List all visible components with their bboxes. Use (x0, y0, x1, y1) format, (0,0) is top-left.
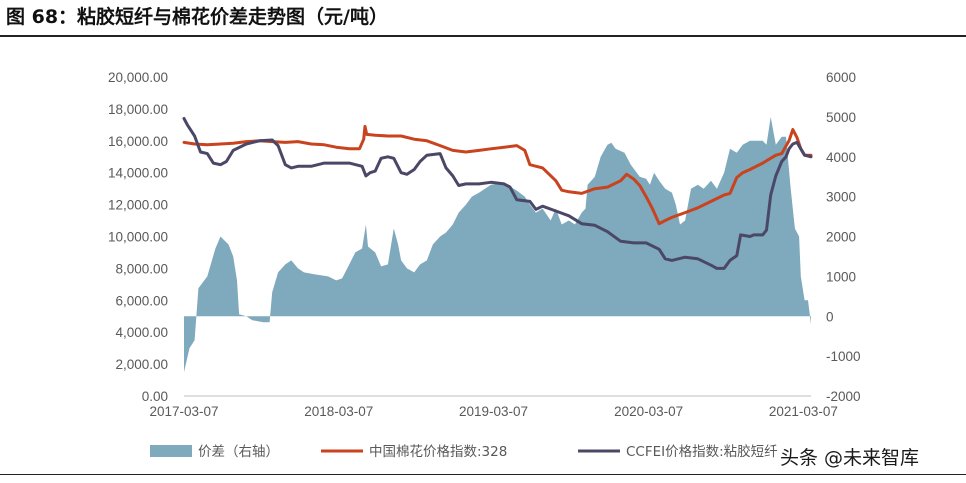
x-tick-label: 2019-03-07 (459, 404, 528, 419)
bottom-rule (0, 474, 966, 475)
legend: 价差（右轴） 中国棉花价格指数:328 CCFEI价格指数:粘胶短纤 (150, 443, 778, 460)
axis-layer: 0.00 2,000.00 4,000.00 6,000.00 8,000.00 10,0… (108, 70, 861, 419)
line-layer (182, 117, 813, 270)
legend-label: 价差（右轴） (198, 444, 279, 460)
y-right-tick-label: 1000 (826, 269, 856, 284)
y-left-tick-label: 20,000.00 (108, 70, 168, 85)
figure-title: 图 68：粘胶短纤与棉花价差走势图（元/吨） (6, 6, 388, 28)
y-left-tick-label: 12,000.00 (108, 198, 168, 213)
title-rule (0, 35, 966, 37)
y-left-tick-label: 8,000.00 (115, 261, 168, 276)
y-left-tick-label: 6,000.00 (115, 293, 168, 308)
area-layer (184, 116, 811, 373)
legend-label: 中国棉花价格指数:328 (369, 444, 507, 460)
series-1-line (182, 124, 813, 226)
y-left-tick-label: 14,000.00 (108, 166, 168, 181)
y-left-tick-label: 18,000.00 (108, 102, 168, 117)
y-left-tick-label: 16,000.00 (108, 134, 168, 149)
y-right-tick-label: 6000 (826, 70, 856, 85)
y-right-tick-label: 4000 (826, 150, 856, 165)
x-tick-label: 2021-03-07 (769, 404, 838, 419)
y-right-tick-label: -1000 (826, 349, 861, 364)
x-tick-label: 2020-03-07 (614, 404, 683, 419)
y-left-tick-label: 10,000.00 (108, 230, 168, 245)
y-right-tick-label: 2000 (826, 230, 856, 245)
legend-label: CCFEI价格指数:粘胶短纤 (626, 443, 778, 460)
y-right-tick-label: 0 (826, 309, 834, 324)
y-left-tick-label: 2,000.00 (115, 357, 168, 372)
y-left-tick-label: 4,000.00 (115, 325, 168, 340)
y-right-tick-label: 5000 (826, 110, 856, 125)
y-right-tick-label: -2000 (826, 389, 861, 404)
legend-swatch-area (150, 445, 192, 457)
series-0-area (184, 116, 811, 373)
x-tick-label: 2018-03-07 (304, 404, 373, 419)
watermark: 头条 @未来智库 (778, 443, 922, 470)
y-right-tick-label: 3000 (826, 190, 856, 205)
series-2-line (182, 117, 813, 270)
x-tick-label: 2017-03-07 (149, 404, 218, 419)
y-left-tick-label: 0.00 (142, 389, 168, 404)
